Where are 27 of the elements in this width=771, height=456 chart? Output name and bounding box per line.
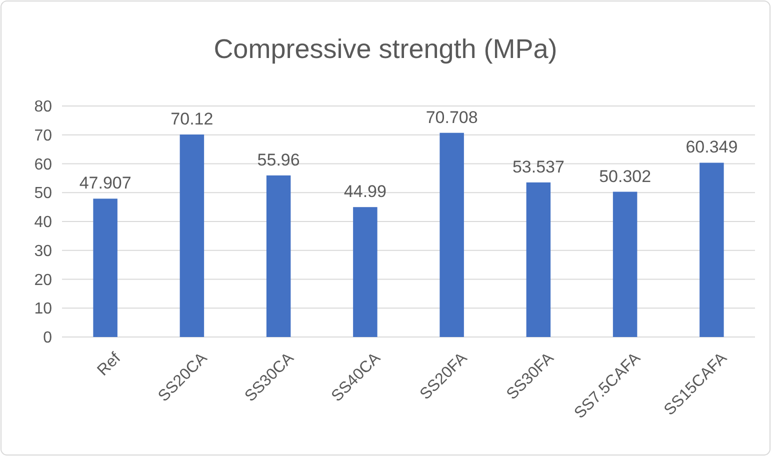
data-label: 60.349	[686, 138, 738, 157]
bar	[526, 182, 551, 337]
x-tick-label: Ref	[94, 349, 124, 380]
data-label: 53.537	[512, 157, 564, 176]
y-tick-label: 0	[43, 330, 52, 347]
bar	[612, 192, 638, 337]
y-tick-label: 30	[34, 242, 52, 260]
y-tick-label: 70	[34, 127, 52, 144]
bar	[93, 198, 118, 337]
bar	[266, 175, 291, 337]
y-tick-label: 10	[34, 300, 52, 318]
data-label: 47.907	[79, 174, 132, 193]
data-label: 55.96	[257, 150, 300, 170]
chart-title: Compressive strength (MPa)	[214, 34, 558, 64]
data-label: 70.12	[170, 110, 214, 129]
data-label: 70.708	[426, 108, 478, 127]
bar	[353, 207, 378, 337]
data-label: 50.302	[599, 166, 652, 186]
y-tick-label: 60	[34, 156, 52, 174]
bar	[700, 162, 724, 337]
bar	[180, 134, 204, 337]
data-label: 44.99	[344, 182, 386, 202]
bar	[440, 132, 464, 337]
y-tick-label: 50	[34, 185, 52, 202]
y-tick-label: 40	[34, 214, 52, 232]
y-tick-label: 20	[34, 272, 52, 289]
y-tick-label: 80	[34, 98, 52, 116]
